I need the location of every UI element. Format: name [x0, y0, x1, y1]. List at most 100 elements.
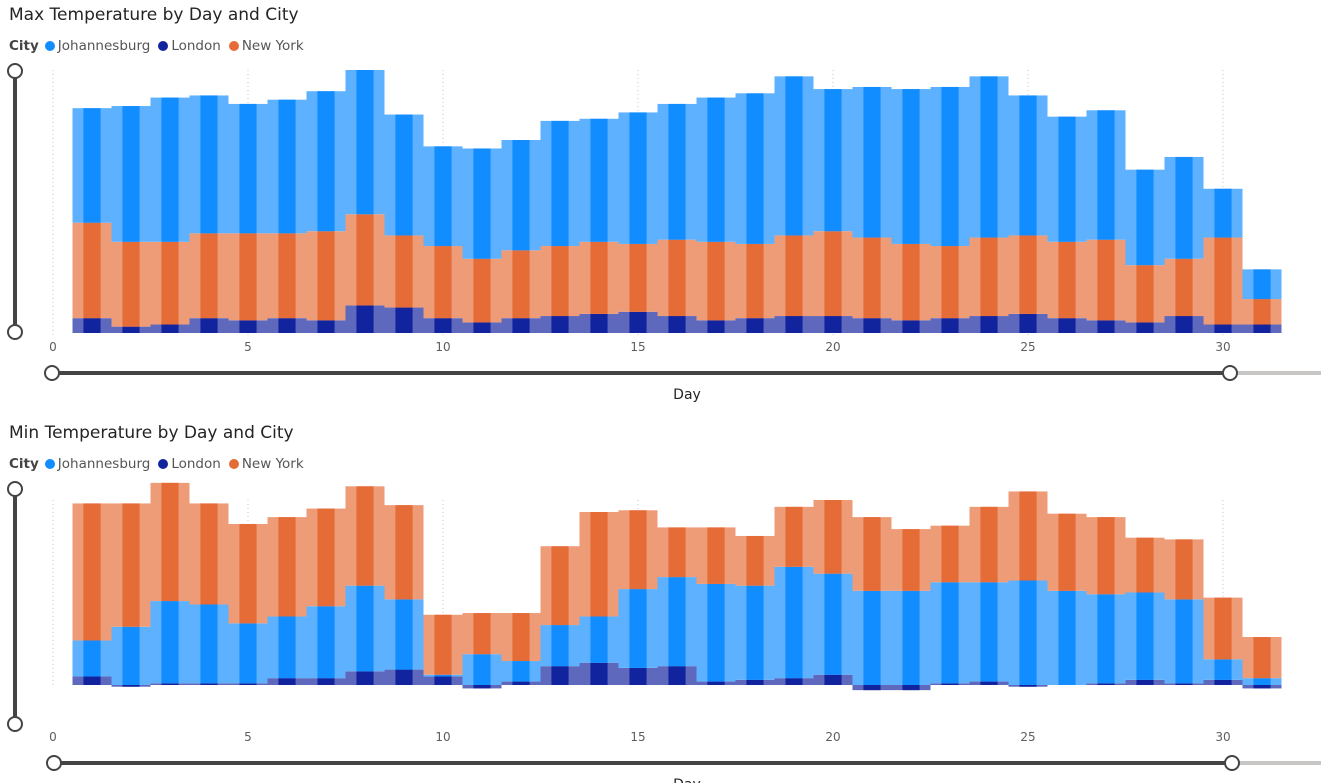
vertical-slider-top-handle[interactable] — [7, 63, 23, 79]
bar-johannesburg[interactable] — [746, 93, 764, 244]
bar-new-york[interactable] — [200, 233, 218, 319]
bar-new-york[interactable] — [785, 506, 803, 567]
bar-johannesburg[interactable] — [902, 590, 920, 685]
bar-new-york[interactable] — [941, 525, 959, 583]
bar-johannesburg[interactable] — [278, 99, 296, 234]
bar-london[interactable] — [83, 676, 101, 685]
vertical-slider-bottom-handle[interactable] — [7, 324, 23, 340]
bar-london[interactable] — [1058, 318, 1076, 333]
bar-new-york[interactable] — [512, 613, 530, 662]
bar-johannesburg[interactable] — [629, 589, 647, 668]
bar-johannesburg[interactable] — [356, 585, 374, 672]
bar-london[interactable] — [356, 305, 374, 333]
bar-london[interactable] — [1253, 685, 1271, 689]
bar-london[interactable] — [395, 307, 413, 333]
bar-new-york[interactable] — [707, 241, 725, 321]
bar-london[interactable] — [551, 666, 569, 685]
bar-london[interactable] — [239, 320, 257, 333]
bar-new-york[interactable] — [668, 239, 686, 317]
bar-new-york[interactable] — [1175, 539, 1193, 600]
vertical-range-slider[interactable] — [7, 481, 23, 732]
bar-new-york[interactable] — [707, 527, 725, 584]
bar-new-york[interactable] — [1019, 491, 1037, 581]
bar-johannesburg[interactable] — [1097, 110, 1115, 240]
bar-johannesburg[interactable] — [83, 108, 101, 223]
bar-new-york[interactable] — [902, 529, 920, 591]
bar-london[interactable] — [551, 316, 569, 333]
bar-london[interactable] — [317, 678, 335, 685]
bar-london[interactable] — [980, 316, 998, 333]
bar-new-york[interactable] — [629, 243, 647, 312]
bar-new-york[interactable] — [317, 231, 335, 321]
bar-london[interactable] — [122, 685, 140, 687]
bar-new-york[interactable] — [1136, 265, 1154, 323]
bar-johannesburg[interactable] — [1253, 269, 1271, 300]
bar-london[interactable] — [668, 316, 686, 333]
bar-london[interactable] — [1175, 683, 1193, 685]
bar-new-york[interactable] — [590, 511, 608, 617]
bar-new-york[interactable] — [551, 246, 569, 317]
bar-johannesburg[interactable] — [1019, 95, 1037, 236]
bar-new-york[interactable] — [1058, 241, 1076, 319]
bar-new-york[interactable] — [473, 613, 491, 655]
bar-johannesburg[interactable] — [161, 97, 179, 242]
bar-johannesburg[interactable] — [239, 623, 257, 684]
bar-new-york[interactable] — [668, 527, 686, 578]
bar-london[interactable] — [278, 678, 296, 685]
bar-johannesburg[interactable] — [512, 661, 530, 682]
bar-london[interactable] — [1214, 324, 1232, 333]
bar-new-york[interactable] — [356, 486, 374, 586]
bar-london[interactable] — [161, 683, 179, 685]
bar-johannesburg[interactable] — [590, 616, 608, 663]
bar-london[interactable] — [746, 318, 764, 333]
bar-london[interactable] — [746, 679, 764, 685]
bar-johannesburg[interactable] — [551, 120, 569, 247]
bar-london[interactable] — [863, 318, 881, 333]
bar-london[interactable] — [512, 318, 530, 333]
bar-johannesburg[interactable] — [317, 606, 335, 679]
bar-london[interactable] — [1253, 324, 1271, 333]
bar-new-york[interactable] — [122, 503, 140, 627]
horizontal-range-slider[interactable] — [46, 755, 1321, 771]
bar-new-york[interactable] — [629, 510, 647, 590]
bar-johannesburg[interactable] — [980, 582, 998, 682]
bar-new-york[interactable] — [1097, 239, 1115, 321]
bar-new-york[interactable] — [1058, 513, 1076, 591]
bar-london[interactable] — [707, 320, 725, 333]
bar-johannesburg[interactable] — [551, 625, 569, 667]
min-temperature-chart[interactable]: 0 5 10 15 20 25 30 Day — [0, 418, 1327, 783]
bar-new-york[interactable] — [278, 233, 296, 319]
bar-new-york[interactable] — [1097, 517, 1115, 595]
bar-johannesburg[interactable] — [746, 585, 764, 680]
bar-new-york[interactable] — [824, 231, 842, 317]
bar-new-york[interactable] — [239, 233, 257, 321]
bar-johannesburg[interactable] — [941, 582, 959, 684]
vertical-slider-top-handle[interactable] — [7, 481, 23, 497]
vertical-range-slider[interactable] — [7, 63, 23, 340]
bar-johannesburg[interactable] — [785, 566, 803, 679]
bar-johannesburg[interactable] — [434, 674, 452, 677]
bar-johannesburg[interactable] — [1136, 592, 1154, 680]
bar-london[interactable] — [590, 313, 608, 333]
bar-london[interactable] — [668, 666, 686, 685]
bar-johannesburg[interactable] — [824, 573, 842, 675]
bar-johannesburg[interactable] — [161, 601, 179, 684]
bar-new-york[interactable] — [746, 243, 764, 319]
legend-item-london[interactable]: London — [158, 38, 221, 54]
bar-new-york[interactable] — [83, 503, 101, 641]
horizontal-slider-left-handle[interactable] — [44, 365, 60, 381]
bar-london[interactable] — [941, 683, 959, 685]
legend-item-johannesburg[interactable]: Johannesburg — [44, 456, 150, 472]
bar-london[interactable] — [1019, 685, 1037, 687]
horizontal-slider-right-handle[interactable] — [1224, 755, 1240, 771]
legend-item-london[interactable]: London — [158, 456, 221, 472]
legend-item-new-york[interactable]: New York — [228, 456, 304, 472]
bar-johannesburg[interactable] — [122, 106, 140, 242]
bar-london[interactable] — [707, 681, 725, 685]
bar-london[interactable] — [941, 318, 959, 333]
bar-london[interactable] — [1214, 679, 1232, 685]
bar-new-york[interactable] — [1136, 537, 1154, 593]
vertical-slider-bottom-handle[interactable] — [7, 716, 23, 732]
bar-london[interactable] — [200, 318, 218, 333]
bar-johannesburg[interactable] — [863, 590, 881, 685]
